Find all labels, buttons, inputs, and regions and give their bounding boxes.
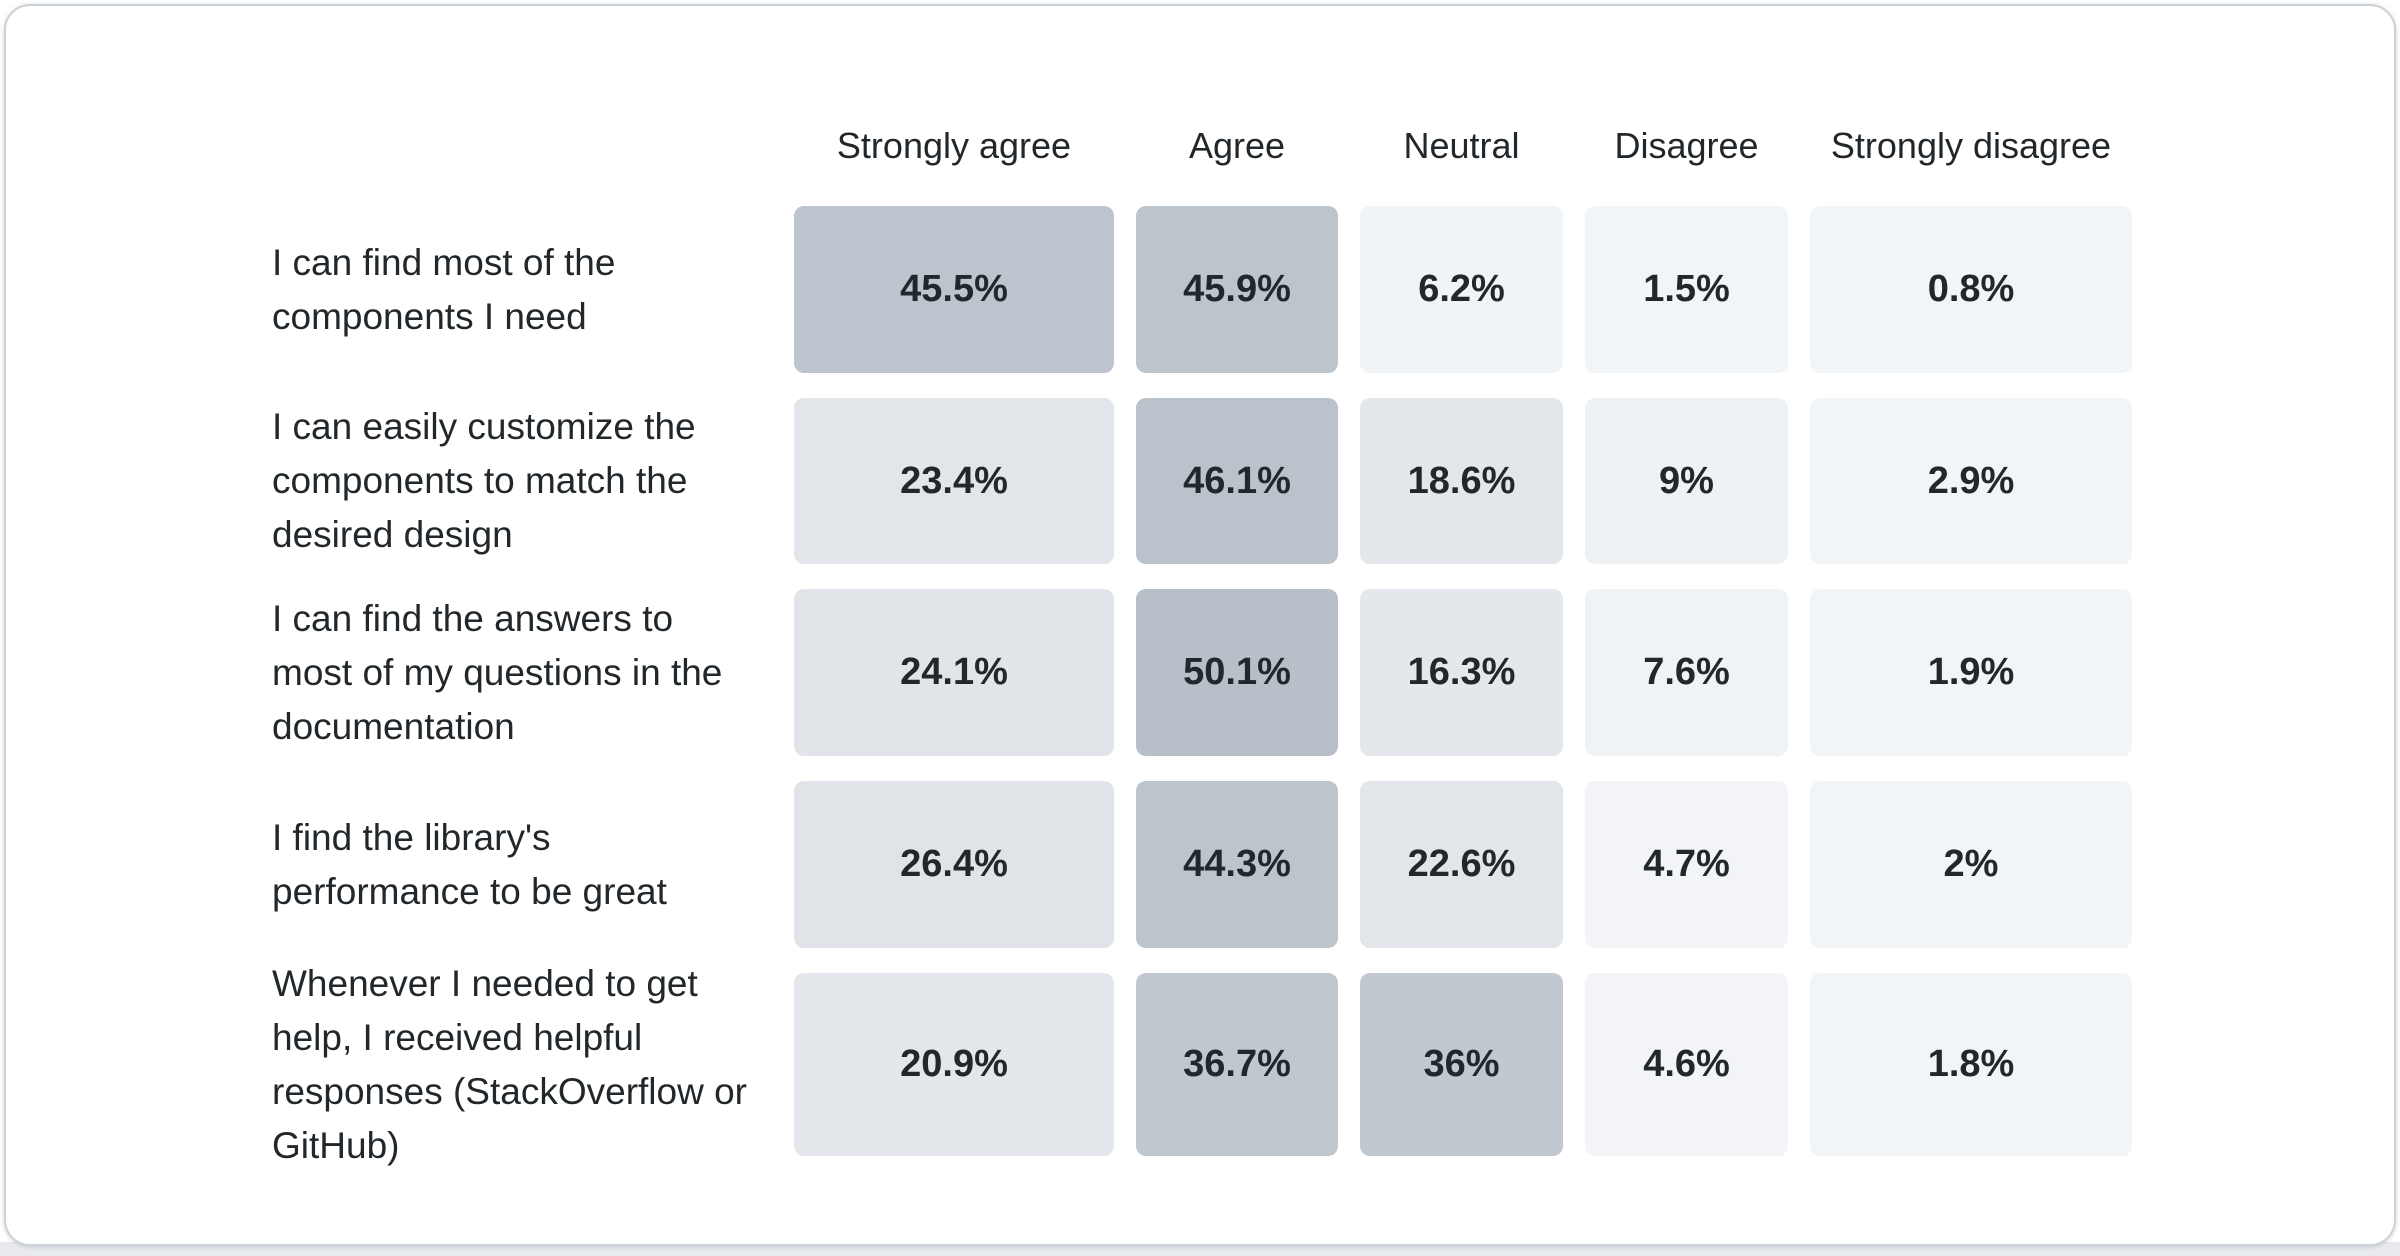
heatmap-cell: 23.4% bbox=[794, 398, 1114, 564]
survey-heatmap-table: Strongly agree Agree Neutral Disagree St… bbox=[6, 6, 2394, 1166]
heatmap-cell: 4.7% bbox=[1585, 781, 1788, 948]
heatmap-cell: 9% bbox=[1585, 398, 1788, 564]
table-corner-spacer bbox=[272, 111, 772, 181]
heatmap-cell: 45.5% bbox=[794, 206, 1114, 373]
heatmap-cell: 1.9% bbox=[1810, 589, 2132, 756]
heatmap-cell: 45.9% bbox=[1136, 206, 1338, 373]
heatmap-cell: 16.3% bbox=[1360, 589, 1563, 756]
heatmap-cell: 44.3% bbox=[1136, 781, 1338, 948]
row-label-customize-components: I can easily customize the components to… bbox=[272, 406, 696, 555]
heatmap-cell: 6.2% bbox=[1360, 206, 1563, 373]
heatmap-cell: 24.1% bbox=[794, 589, 1114, 756]
heatmap-cell: 18.6% bbox=[1360, 398, 1563, 564]
row-label-documentation-answers: I can find the answers to most of my que… bbox=[272, 597, 723, 747]
heatmap-cell: 0.8% bbox=[1810, 206, 2132, 373]
survey-results-card: Strongly agree Agree Neutral Disagree St… bbox=[4, 4, 2396, 1246]
heatmap-cell: 2% bbox=[1810, 781, 2132, 948]
column-header-disagree: Disagree bbox=[1614, 125, 1759, 166]
column-header-agree: Agree bbox=[1188, 125, 1286, 166]
heatmap-cell: 4.6% bbox=[1585, 973, 1788, 1156]
column-header-strongly-agree: Strongly agree bbox=[836, 125, 1072, 166]
heatmap-cell: 22.6% bbox=[1360, 781, 1563, 948]
heatmap-cell: 1.8% bbox=[1810, 973, 2132, 1156]
heatmap-cell: 36.7% bbox=[1136, 973, 1338, 1156]
heatmap-cell: 7.6% bbox=[1585, 589, 1788, 756]
heatmap-cell: 1.5% bbox=[1585, 206, 1788, 373]
heatmap-cell: 26.4% bbox=[794, 781, 1114, 948]
column-header-strongly-disagree: Strongly disagree bbox=[1830, 125, 2112, 166]
heatmap-cell: 20.9% bbox=[794, 973, 1114, 1156]
heatmap-cell: 36% bbox=[1360, 973, 1563, 1156]
heatmap-cell: 50.1% bbox=[1136, 589, 1338, 756]
heatmap-cell: 2.9% bbox=[1810, 398, 2132, 564]
heatmap-cell: 46.1% bbox=[1136, 398, 1338, 564]
row-label-helpful-responses: Whenever I needed to get help, I receive… bbox=[272, 962, 748, 1166]
row-label-library-performance: I find the library's performance to be g… bbox=[272, 816, 667, 912]
row-label-find-components: I can find most of the components I need bbox=[272, 241, 616, 337]
column-header-neutral: Neutral bbox=[1403, 125, 1520, 166]
